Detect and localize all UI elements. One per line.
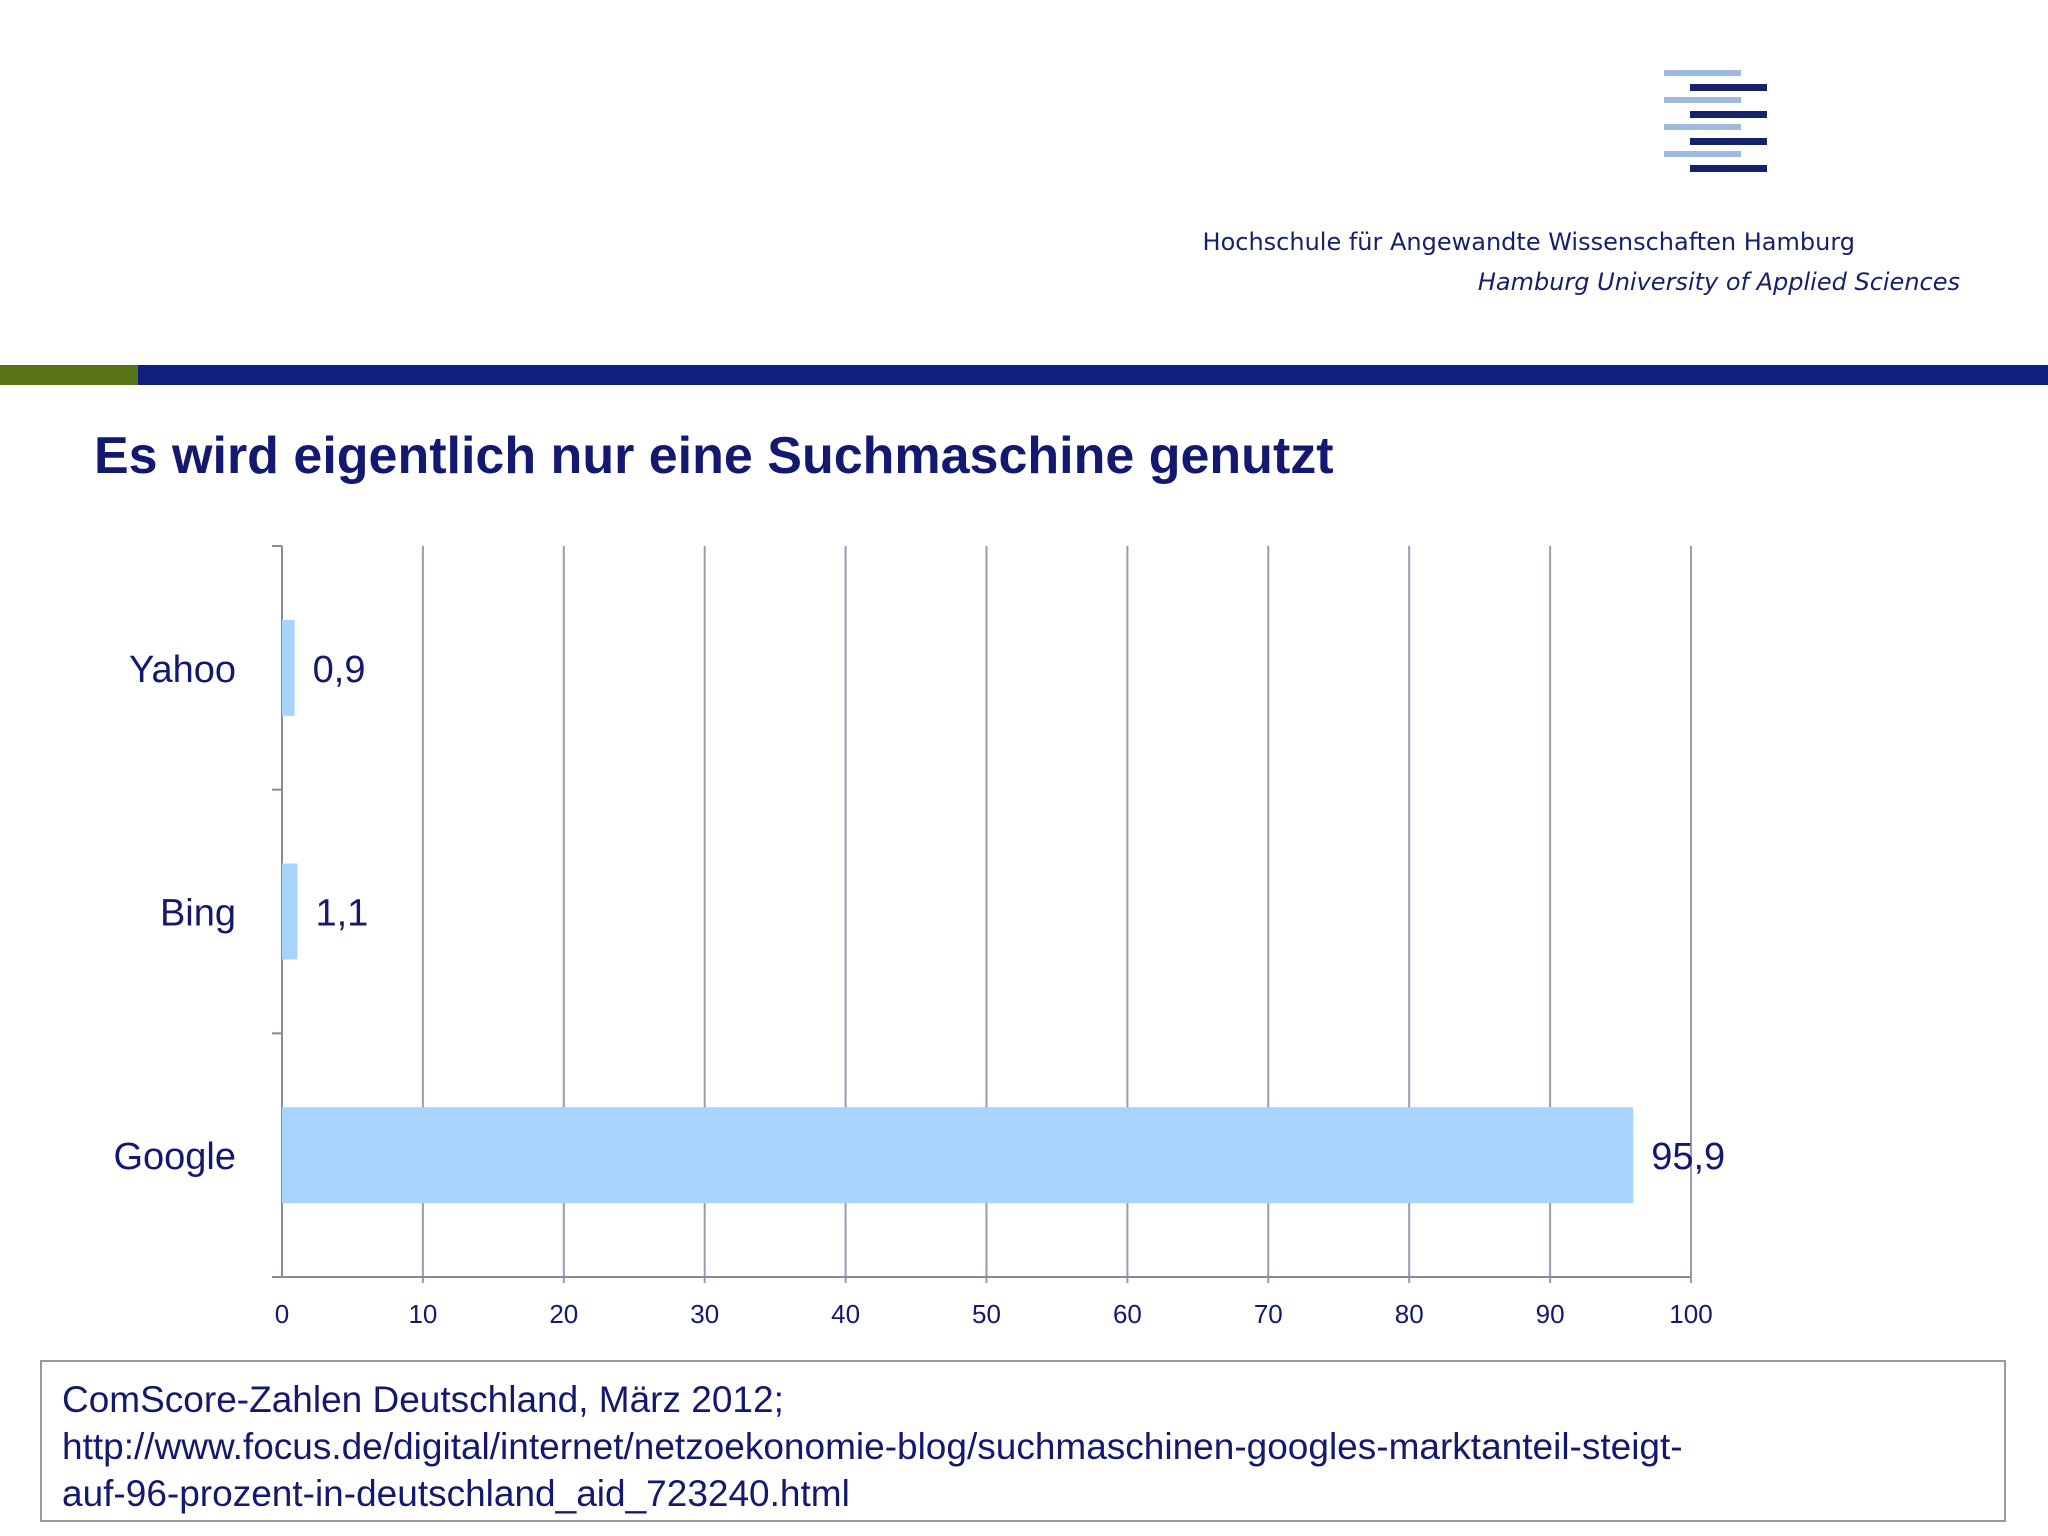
haw-hamburg-logo xyxy=(1664,70,1767,172)
x-tick-label: 70 xyxy=(1254,1299,1283,1329)
x-tick-label: 80 xyxy=(1395,1299,1424,1329)
x-tick-label: 30 xyxy=(690,1299,719,1329)
x-tick-label: 0 xyxy=(275,1299,289,1329)
source-citation-box: ComScore-Zahlen Deutschland, März 2012; … xyxy=(40,1360,2006,1522)
bar-yahoo xyxy=(282,619,295,716)
source-line-3: auf-96-prozent-in-deutschland_aid_723240… xyxy=(62,1473,850,1514)
category-label: Yahoo xyxy=(129,649,236,691)
header-band-blue xyxy=(138,365,2048,385)
bar-chart: 0 10 20 30 40 50 60 70 80 90 100 0,9 Yahoo 1,1 Bing 95,… xyxy=(113,545,1725,1329)
bar-google xyxy=(282,1107,1634,1204)
slide-title: Es wird eigentlich nur eine Suchmaschine… xyxy=(94,427,1334,485)
source-line-2: http://www.focus.de/digital/internet/net… xyxy=(62,1426,1683,1467)
data-label: 0,9 xyxy=(313,649,366,691)
bar-bing xyxy=(282,863,298,960)
data-label: 1,1 xyxy=(315,893,368,935)
x-tick-label: 20 xyxy=(549,1299,578,1329)
x-tick-label: 60 xyxy=(1113,1299,1142,1329)
institution-name-german: Hochschule für Angewandte Wissenschaften… xyxy=(1202,228,1855,256)
x-tick-label: 40 xyxy=(831,1299,860,1329)
header-band-green xyxy=(0,365,138,385)
source-line-1: ComScore-Zahlen Deutschland, März 2012; xyxy=(62,1379,784,1420)
x-tick-label: 10 xyxy=(408,1299,437,1329)
x-tick-label: 100 xyxy=(1669,1299,1712,1329)
data-label: 95,9 xyxy=(1651,1136,1725,1178)
institution-name-english: Hamburg University of Applied Sciences xyxy=(1477,268,1960,296)
x-tick-label: 90 xyxy=(1536,1299,1565,1329)
category-label: Bing xyxy=(160,893,236,935)
x-tick-label: 50 xyxy=(972,1299,1001,1329)
category-label: Google xyxy=(113,1136,236,1178)
